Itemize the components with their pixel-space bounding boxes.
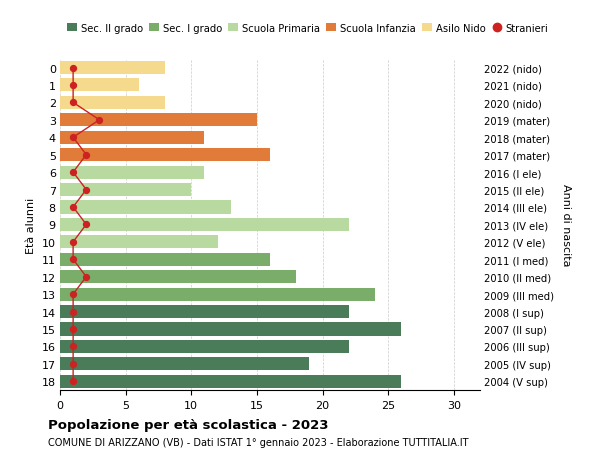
Y-axis label: Età alunni: Età alunni	[26, 197, 36, 253]
Bar	[60, 323, 401, 336]
Point	[82, 186, 91, 194]
Point	[82, 274, 91, 281]
Text: COMUNE DI ARIZZANO (VB) - Dati ISTAT 1° gennaio 2023 - Elaborazione TUTTITALIA.I: COMUNE DI ARIZZANO (VB) - Dati ISTAT 1° …	[48, 437, 469, 447]
Legend: Sec. II grado, Sec. I grado, Scuola Primaria, Scuola Infanzia, Asilo Nido, Stran: Sec. II grado, Sec. I grado, Scuola Prim…	[65, 22, 551, 36]
Bar	[60, 288, 375, 301]
Bar	[60, 340, 349, 353]
Point	[68, 65, 78, 72]
Point	[82, 151, 91, 159]
Point	[68, 100, 78, 107]
Point	[68, 291, 78, 298]
Point	[95, 117, 104, 124]
Point	[68, 239, 78, 246]
Bar	[60, 184, 191, 196]
Bar	[60, 149, 270, 162]
Bar	[60, 62, 165, 75]
Bar	[60, 358, 310, 370]
Text: Popolazione per età scolastica - 2023: Popolazione per età scolastica - 2023	[48, 418, 329, 431]
Bar	[60, 79, 139, 92]
Bar	[60, 218, 349, 231]
Bar	[60, 253, 270, 266]
Point	[68, 169, 78, 176]
Bar	[60, 97, 165, 110]
Bar	[60, 270, 296, 284]
Bar	[60, 114, 257, 127]
Point	[68, 360, 78, 368]
Point	[68, 256, 78, 263]
Point	[68, 378, 78, 385]
Y-axis label: Anni di nascita: Anni di nascita	[561, 184, 571, 266]
Point	[68, 204, 78, 211]
Bar	[60, 375, 401, 388]
Point	[68, 325, 78, 333]
Bar	[60, 131, 205, 145]
Point	[82, 221, 91, 229]
Point	[68, 134, 78, 142]
Point	[68, 82, 78, 90]
Bar	[60, 201, 230, 214]
Bar	[60, 236, 218, 249]
Point	[68, 308, 78, 315]
Point	[68, 343, 78, 350]
Bar	[60, 305, 349, 319]
Bar	[60, 166, 205, 179]
